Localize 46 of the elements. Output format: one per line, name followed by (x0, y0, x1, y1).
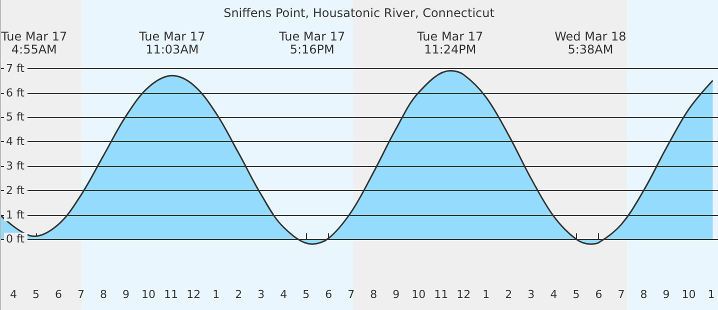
x-tick-label: 8 (640, 288, 648, 301)
x-tick-label: 1 (708, 288, 715, 301)
x-tick-label: 6 (595, 288, 602, 301)
x-tick-label: 12 (186, 288, 201, 301)
x-tick-label: 11 (164, 288, 178, 301)
x-tick-label: 12 (456, 288, 471, 301)
x-tick-label: 3 (258, 288, 265, 301)
x-tick-label: 9 (392, 288, 400, 301)
x-tick-label: 10 (412, 288, 426, 301)
x-tick-label: 6 (55, 288, 62, 301)
x-tick-label: 9 (122, 288, 130, 301)
x-tick-label: 11 (434, 288, 448, 301)
x-tick-label: 5 (32, 288, 40, 301)
x-tick-label: 4 (10, 288, 18, 301)
annotation: Tue Mar 17 11:03AM (138, 30, 206, 56)
x-tick-label: 6 (325, 288, 332, 301)
annotation: Tue Mar 17 11:24PM (416, 30, 484, 56)
y-tick-label: 6 ft (6, 86, 26, 100)
x-tick-label: 10 (682, 288, 696, 301)
annotation: Wed Mar 18 5:38AM (554, 30, 626, 56)
annotation: Tue Mar 17 5:16PM (278, 30, 346, 56)
x-tick-label: 7 (348, 288, 355, 301)
x-tick-label: 7 (618, 288, 625, 301)
y-tick-label: 1 ft (6, 208, 26, 222)
x-tick-label: 3 (528, 288, 535, 301)
x-tick-label: 5 (302, 288, 310, 301)
text: Sniffens Point, Housatonic River, Connecticut (224, 6, 495, 20)
x-tick-label: 7 (78, 288, 85, 301)
y-tick-label: 4 ft (6, 135, 26, 148)
x-tick-label: 5 (572, 288, 580, 301)
x-tick-label: 9 (662, 288, 670, 301)
x-tick-label: 8 (100, 288, 108, 301)
y-tick-label: 2 ft (6, 184, 26, 197)
x-tick-label: 2 (505, 288, 512, 301)
x-tick-label: 10 (142, 288, 156, 301)
annotation: Tue Mar 17 4:55AM (0, 30, 68, 56)
y-tick-label: 3 ft (6, 159, 26, 172)
x-tick-label: 8 (370, 288, 378, 301)
y-tick-label: 7 ft (6, 62, 26, 75)
x-tick-label: 4 (550, 288, 558, 301)
y-tick-label: 5 ft (6, 110, 26, 124)
x-tick-label: 1 (212, 288, 220, 301)
y-tick-label: 0 ft (6, 232, 26, 246)
x-tick-label: 2 (235, 288, 242, 301)
x-tick-label: 1 (482, 288, 490, 301)
x-tick-label: 4 (280, 288, 288, 301)
